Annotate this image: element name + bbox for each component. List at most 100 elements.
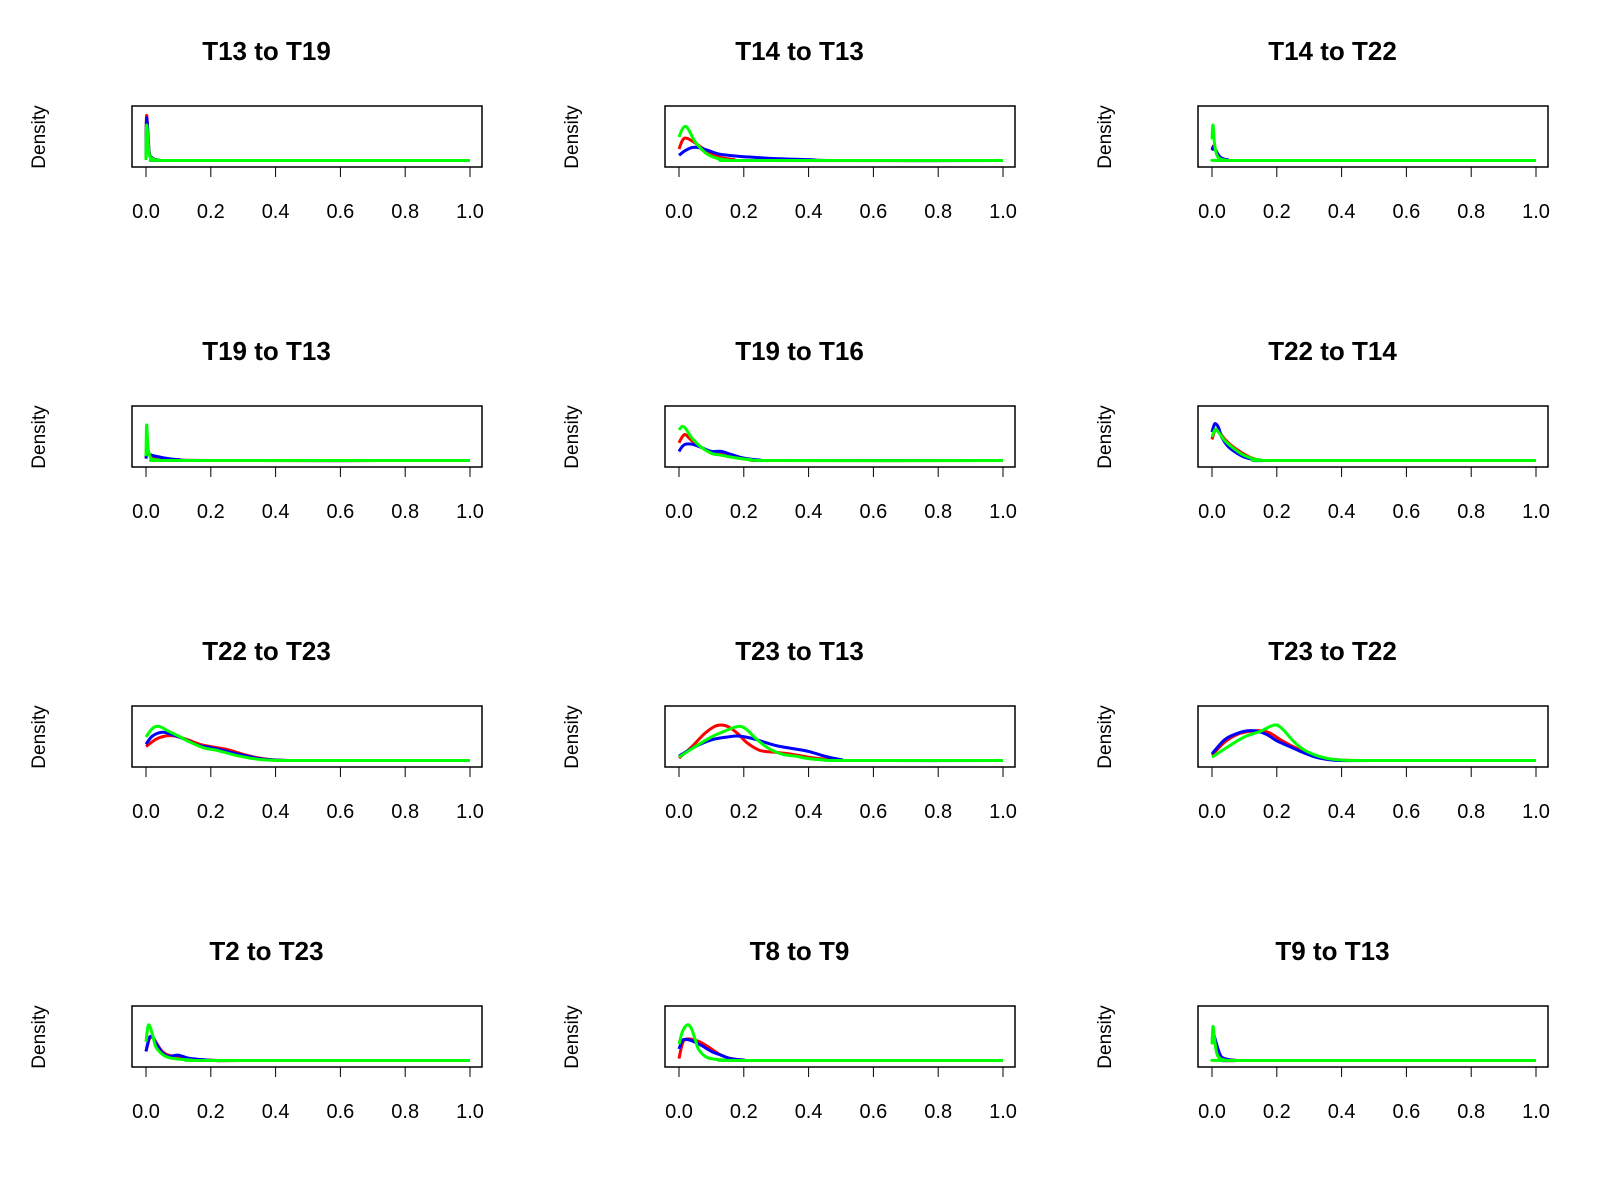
plot-area: 0.0 0.2 0.4 0.6 0.8 1.0 xyxy=(664,705,1017,823)
x-tick-label: 1.0 xyxy=(1522,1101,1550,1123)
density-curve-blue xyxy=(677,442,1004,463)
panel-title: T2 to T23 xyxy=(209,936,324,966)
plot-area: 0.0 0.2 0.4 0.6 0.8 1.0 xyxy=(131,705,484,823)
density-curve-green xyxy=(144,423,471,463)
y-axis-label: Density xyxy=(1095,405,1116,469)
y-axis-label: Density xyxy=(562,705,583,769)
density-curve-green xyxy=(144,1023,471,1063)
density-curve-red xyxy=(145,734,470,763)
density-curve-blue xyxy=(678,734,1004,763)
x-tick-label: 1.0 xyxy=(989,201,1017,223)
panel-title: T23 to T22 xyxy=(1268,636,1397,666)
x-tick-label: 1.0 xyxy=(456,801,484,823)
panel-t22-to-t14: 0.0 0.2 0.4 0.6 0.8 1.0 T22 to T14 Density xyxy=(1066,300,1599,600)
panel-t19-to-t16: 0.0 0.2 0.4 0.6 0.8 1.0 T19 to T16 Density xyxy=(533,300,1066,600)
x-tick-label: 0.4 xyxy=(262,801,290,823)
plot-frame xyxy=(664,705,1016,768)
x-tick-label: 1.0 xyxy=(989,801,1017,823)
density-curve-blue xyxy=(144,116,471,163)
panel-t22-to-t23: 0.0 0.2 0.4 0.6 0.8 1.0 T22 to T23 Density xyxy=(0,600,533,900)
plot-frame xyxy=(131,705,483,768)
density-curve-green xyxy=(1210,1024,1537,1063)
x-tick-label: 0.2 xyxy=(1263,1101,1291,1123)
x-tick-label: 0.2 xyxy=(1263,801,1291,823)
density-curve-green xyxy=(678,724,1004,763)
x-tick-label: 0.4 xyxy=(1328,1101,1356,1123)
x-tick-label: 1.0 xyxy=(1522,801,1550,823)
panel-t9-to-t13: 0.0 0.2 0.4 0.6 0.8 1.0 T9 to T13 Density xyxy=(1066,900,1599,1200)
plot-area: 0.0 0.2 0.4 0.6 0.8 1.0 xyxy=(664,105,1017,223)
x-tick-label: 1.0 xyxy=(456,201,484,223)
panel-t13-to-t19: 0.0 0.2 0.4 0.6 0.8 1.0 T13 to T19 Density xyxy=(0,0,533,300)
panel-title: T22 to T14 xyxy=(1268,336,1397,366)
x-tick-label: 0.0 xyxy=(665,201,693,223)
x-tick-label: 1.0 xyxy=(456,501,484,523)
x-tick-label: 0.6 xyxy=(326,201,354,223)
density-curve-red xyxy=(1210,144,1537,163)
panel-title: T9 to T13 xyxy=(1275,936,1390,966)
x-tick-label: 0.8 xyxy=(1457,501,1485,523)
x-tick-label: 0.4 xyxy=(1328,201,1356,223)
x-tick-label: 0.6 xyxy=(859,801,887,823)
plot-frame xyxy=(131,105,483,168)
plot-area: 0.0 0.2 0.4 0.6 0.8 1.0 xyxy=(664,1005,1017,1123)
x-tick-label: 0.2 xyxy=(197,501,225,523)
density-curve-blue xyxy=(1210,1033,1536,1063)
plot-area: 0.0 0.2 0.4 0.6 0.8 1.0 xyxy=(131,105,484,223)
x-tick-label: 0.6 xyxy=(859,501,887,523)
x-tick-label: 0.2 xyxy=(730,801,758,823)
x-tick-label: 0.4 xyxy=(795,201,823,223)
x-tick-label: 0.2 xyxy=(197,1101,225,1123)
panel-title: T14 to T22 xyxy=(1268,36,1397,66)
x-tick-label: 0.4 xyxy=(262,501,290,523)
y-axis-label: Density xyxy=(562,405,583,469)
plot-frame xyxy=(131,405,483,468)
density-curve-blue xyxy=(144,1034,470,1063)
x-tick-label: 0.2 xyxy=(730,501,758,523)
x-tick-label: 0.4 xyxy=(795,801,823,823)
panel-title: T23 to T13 xyxy=(735,636,864,666)
y-axis-label: Density xyxy=(1095,105,1116,169)
x-tick-label: 0.8 xyxy=(391,1101,419,1123)
panel-title: T14 to T13 xyxy=(735,36,864,66)
panel-t14-to-t13: 0.0 0.2 0.4 0.6 0.8 1.0 T14 to T13 Density xyxy=(533,0,1066,300)
density-curve-green xyxy=(1210,427,1537,463)
plot-area: 0.0 0.2 0.4 0.6 0.8 1.0 xyxy=(131,405,484,523)
y-axis-label: Density xyxy=(1095,1005,1116,1069)
plot-area: 0.0 0.2 0.4 0.6 0.8 1.0 xyxy=(664,405,1017,523)
x-tick-label: 0.6 xyxy=(326,1101,354,1123)
x-tick-label: 0.8 xyxy=(924,201,952,223)
panel-title: T13 to T19 xyxy=(202,36,331,66)
x-tick-label: 0.8 xyxy=(1457,801,1485,823)
x-tick-label: 0.8 xyxy=(924,801,952,823)
density-curve-red xyxy=(144,1035,470,1063)
plot-area: 0.0 0.2 0.4 0.6 0.8 1.0 xyxy=(131,1005,484,1123)
x-tick-label: 0.0 xyxy=(1198,801,1226,823)
x-tick-label: 0.4 xyxy=(795,501,823,523)
density-curve-blue xyxy=(1210,729,1536,763)
x-tick-label: 0.4 xyxy=(1328,801,1356,823)
plot-frame xyxy=(1197,1005,1549,1068)
panel-title: T19 to T16 xyxy=(735,336,864,366)
x-tick-label: 1.0 xyxy=(989,501,1017,523)
x-tick-label: 0.8 xyxy=(1457,201,1485,223)
y-axis-label: Density xyxy=(562,105,583,169)
density-curve-green xyxy=(144,724,470,763)
x-tick-label: 0.6 xyxy=(859,201,887,223)
x-tick-label: 0.6 xyxy=(1392,501,1420,523)
panel-t19-to-t13: 0.0 0.2 0.4 0.6 0.8 1.0 T19 to T13 Density xyxy=(0,300,533,600)
panel-t2-to-t23: 0.0 0.2 0.4 0.6 0.8 1.0 T2 to T23 Density xyxy=(0,900,533,1200)
x-tick-label: 0.8 xyxy=(391,501,419,523)
x-tick-label: 0.0 xyxy=(1198,1101,1226,1123)
x-tick-label: 0.0 xyxy=(132,501,160,523)
x-tick-label: 1.0 xyxy=(456,1101,484,1123)
plot-frame xyxy=(1197,705,1549,768)
x-tick-label: 0.6 xyxy=(326,501,354,523)
x-tick-label: 0.4 xyxy=(795,1101,823,1123)
x-tick-label: 0.6 xyxy=(859,1101,887,1123)
y-axis-label: Density xyxy=(29,705,50,769)
y-axis-label: Density xyxy=(562,1005,583,1069)
x-tick-label: 0.0 xyxy=(1198,201,1226,223)
x-tick-label: 0.8 xyxy=(924,501,952,523)
